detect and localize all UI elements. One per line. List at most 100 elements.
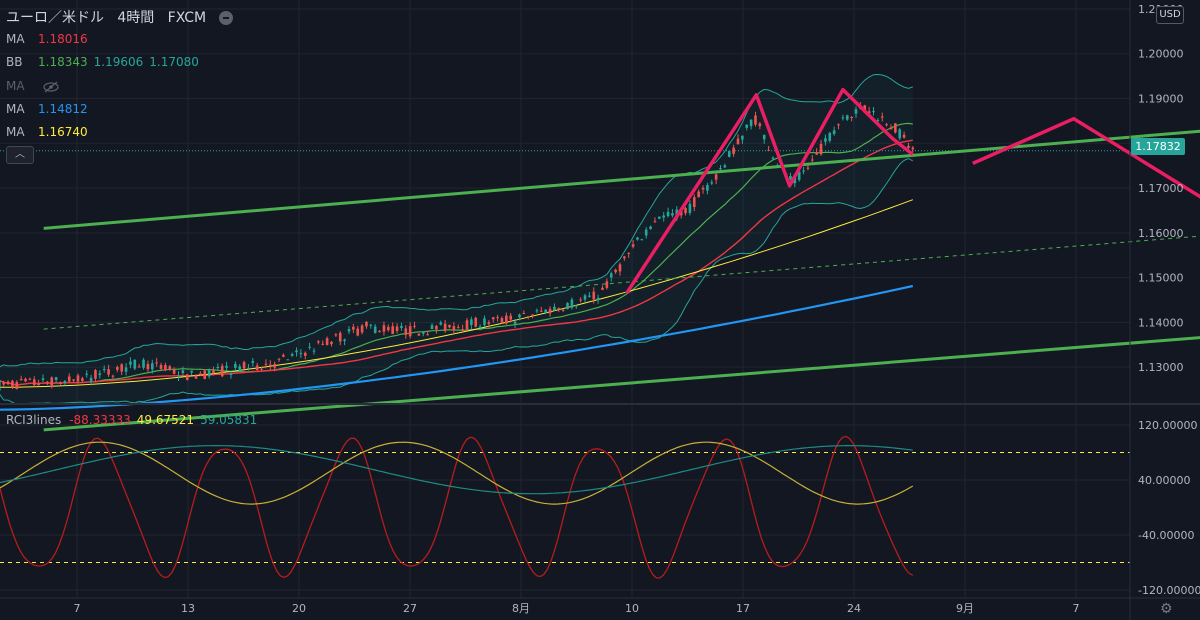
candle-body <box>461 329 464 331</box>
double-top-pattern <box>625 87 914 295</box>
candle-body <box>518 314 521 318</box>
candle-body <box>116 367 119 370</box>
candle-body <box>605 281 609 288</box>
candle-body <box>404 328 408 335</box>
eye-off-icon[interactable] <box>42 81 60 93</box>
indicator-row[interactable]: MA 1.18016 <box>6 32 94 46</box>
candle-body <box>653 221 657 223</box>
time-tick-label: 13 <box>181 602 195 615</box>
candle-body <box>706 185 709 191</box>
candle-body <box>2 382 5 385</box>
candle-body <box>574 305 578 307</box>
indicator-value: 1.17080 <box>149 55 199 69</box>
candle-body <box>155 362 158 364</box>
candle-body <box>640 239 644 241</box>
osc-tick-label: 40.00000 <box>1138 474 1191 487</box>
candle-body <box>762 134 766 140</box>
candle-body <box>67 376 71 382</box>
candle-body <box>513 321 517 324</box>
currency-label[interactable]: USD <box>1156 6 1184 24</box>
candle-body <box>474 317 478 327</box>
candle-body <box>199 373 202 375</box>
candle-body <box>133 359 137 369</box>
candle-body <box>37 383 40 386</box>
minus-icon[interactable] <box>218 11 233 25</box>
candle-body <box>6 381 10 385</box>
candle-body <box>146 364 150 370</box>
current-price-tag: 1.17832 <box>1131 138 1185 155</box>
candle-body <box>290 354 294 356</box>
source-label: FXCM <box>167 10 207 26</box>
candle-body <box>627 252 631 254</box>
candle-body <box>142 359 145 368</box>
candle-body <box>28 378 32 380</box>
candle-body <box>102 368 106 370</box>
gear-icon[interactable]: ⚙ <box>1160 601 1173 617</box>
indicator-row[interactable]: MA <box>6 79 60 93</box>
candle-body <box>592 291 596 300</box>
candle-body <box>426 334 429 336</box>
candle-body <box>185 374 189 380</box>
candle-body <box>824 138 827 142</box>
candle-body <box>98 373 102 375</box>
candle-body <box>24 378 27 382</box>
candle-body <box>907 145 910 148</box>
candle-body <box>509 315 513 320</box>
candle-body <box>177 375 180 377</box>
candle-body <box>19 379 23 381</box>
candle-body <box>902 134 906 138</box>
oscillator-name: RCI3lines <box>6 413 62 427</box>
candle-body <box>465 320 469 330</box>
candle-body <box>745 124 749 128</box>
candle-body <box>758 123 762 127</box>
candle-body <box>666 211 670 217</box>
candle-body <box>168 366 172 370</box>
candle-body <box>688 203 692 213</box>
candle-body <box>478 326 482 329</box>
candle-body <box>194 375 198 379</box>
collapse-legend-button[interactable]: ︿ <box>6 146 34 164</box>
candle-body <box>815 152 818 155</box>
candle-body <box>618 264 622 272</box>
candle-body <box>277 358 281 360</box>
time-tick-label: 7 <box>1073 602 1080 615</box>
price-tick-label: 1.19000 <box>1138 93 1184 106</box>
indicator-name: BB <box>6 55 23 69</box>
oscillator-pane <box>0 435 1130 579</box>
indicator-row[interactable]: MA 1.14812 <box>6 102 94 116</box>
interval-label[interactable]: 4時間 <box>117 10 155 26</box>
candle-body <box>771 157 775 159</box>
indicator-name: MA <box>6 79 25 93</box>
oscillator-legend[interactable]: RCI3lines -88.33333 49.67521 59.05831 <box>6 413 263 427</box>
candle-body <box>487 322 491 325</box>
indicator-row[interactable]: MA 1.16740 <box>6 125 94 139</box>
candle-body <box>491 317 495 320</box>
candle-body <box>614 269 617 273</box>
price-tick-label: 1.17000 <box>1138 182 1184 195</box>
rci-yellow-line <box>0 441 914 505</box>
candle-body <box>911 147 915 150</box>
candle-body <box>247 367 250 369</box>
ma-red-line <box>0 139 913 386</box>
candle-body <box>732 147 735 154</box>
candle-body <box>229 374 233 376</box>
candle-body <box>234 363 237 368</box>
candle-body <box>810 159 814 161</box>
candle-body <box>207 370 211 377</box>
oscillator-value: 49.67521 <box>136 413 195 427</box>
bb-upper-line <box>0 73 913 368</box>
candle-body <box>325 338 329 345</box>
indicator-row[interactable]: BB 1.18343 1.19606 1.17080 <box>6 55 205 69</box>
candle-body <box>719 168 722 170</box>
rci-teal-line <box>0 445 913 495</box>
candle-body <box>264 363 268 365</box>
candle-body <box>203 370 207 379</box>
candle-body <box>347 329 351 332</box>
time-tick-label: 7 <box>74 602 81 615</box>
chart-title: ユーロ／米ドル 4時間 FXCM <box>6 7 233 27</box>
indicator-name: MA <box>6 125 25 139</box>
candle-body <box>692 197 696 208</box>
candle-body <box>172 369 176 374</box>
candle-body <box>754 115 757 125</box>
